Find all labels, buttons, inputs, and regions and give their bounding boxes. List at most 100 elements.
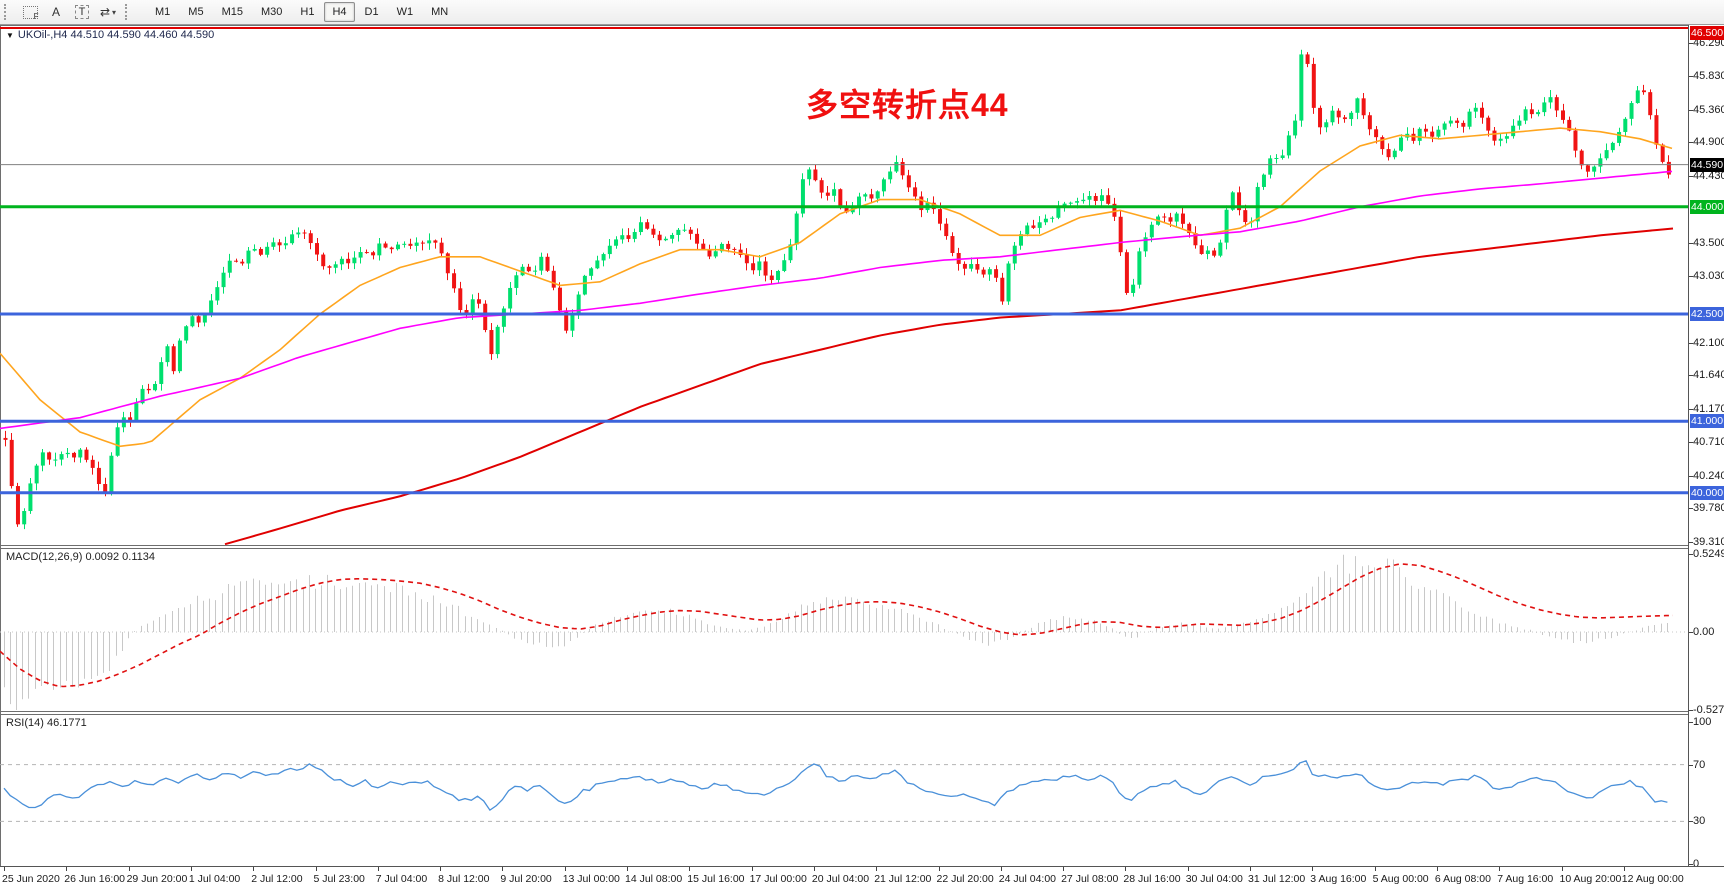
time-tick-label: 10 Aug 20:00 (1559, 873, 1622, 885)
time-tick-label: 9 Jul 20:00 (500, 873, 552, 885)
rsi-tick-label: 70 (1693, 758, 1706, 771)
time-tick-mark (1561, 867, 1563, 871)
toolbar: F A T ⇄ ▾ M1 M5 M15 M30 H1 H4 D1 W1 MN (0, 0, 1724, 25)
price-tick-label: 40.240 (1693, 469, 1724, 482)
timeframe-button-m30[interactable]: M30 (260, 6, 283, 18)
price-badge: 41.000 (1690, 414, 1724, 429)
price-badge: 44.000 (1690, 199, 1724, 214)
axis-tick-mark (1689, 508, 1693, 510)
main-candlestick-chart[interactable] (0, 25, 1688, 545)
time-tick-mark (689, 867, 691, 871)
timeframes-drag-grip[interactable] (125, 4, 132, 20)
rsi-line (3, 759, 1668, 812)
axis-tick-mark (1689, 722, 1693, 723)
time-tick-mark (190, 867, 192, 871)
time-tick-label: 15 Jul 16:00 (687, 873, 745, 885)
price-axis[interactable]: 46.290 45.830 45.360 44.900 44.430 43.500 43.0… (1688, 25, 1724, 870)
price-tick-label: 45.830 (1693, 69, 1724, 82)
price-tick-label: 39.780 (1693, 502, 1724, 515)
time-tick-label: 5 Jul 23:00 (313, 873, 365, 885)
axis-tick-mark (1689, 409, 1693, 411)
macd-tick-label: 0.5249 (1693, 548, 1724, 561)
price-badge: 40.000 (1690, 485, 1724, 500)
time-tick-mark (1000, 867, 1002, 871)
time-tick-mark (4, 867, 5, 871)
price-tick-label: 44.430 (1693, 170, 1724, 182)
time-tick-mark (876, 867, 878, 871)
price-tick-label: 39.310 (1693, 536, 1724, 549)
order-tools-icon[interactable]: ⇄ ▾ (99, 5, 117, 19)
toolbar-drag-grip[interactable] (4, 4, 11, 20)
time-tick-label: 1 Jul 04:00 (188, 873, 241, 885)
timeframe-button-h1[interactable]: H1 (300, 6, 315, 18)
time-tick-label: 14 Jul 08:00 (625, 873, 683, 885)
macd-indicator-panel[interactable] (0, 548, 1688, 711)
symbol-ohlc-label: ▼ UKOil-,H4 44.510 44.590 44.460 44.590 (6, 29, 214, 41)
time-tick-label: 29 Jun 20:00 (126, 873, 188, 885)
time-tick-label: 21 Jul 12:00 (874, 873, 932, 885)
axis-tick-mark (1689, 764, 1693, 766)
price-tick-label: 42.100 (1693, 336, 1724, 349)
dropdown-caret-icon[interactable]: ▾ (112, 7, 117, 17)
time-tick-label: 30 Jul 04:00 (1185, 873, 1243, 885)
axis-tick-mark (1689, 109, 1693, 111)
rsi-indicator-panel[interactable] (0, 714, 1688, 866)
timeframe-button-m15[interactable]: M15 (221, 6, 243, 18)
time-tick-mark (1499, 867, 1501, 871)
axis-tick-mark (1689, 242, 1693, 244)
time-tick-mark (938, 867, 940, 871)
macd-tick-label: 0.00 (1693, 626, 1715, 638)
price-tick-label: 45.360 (1693, 103, 1724, 116)
axis-tick-mark (1689, 475, 1693, 477)
time-tick-mark (1374, 867, 1376, 871)
chart-left-border (0, 25, 1, 891)
time-tick-label: 12 Aug 00:00 (1621, 873, 1684, 885)
time-tick-mark (751, 867, 753, 871)
axis-tick-mark (1689, 554, 1693, 556)
price-tick-label: 43.500 (1693, 236, 1724, 249)
time-tick-mark (502, 867, 504, 871)
timeframe-button-d1[interactable]: D1 (364, 6, 379, 18)
timeframe-button-m1[interactable]: M1 (155, 6, 171, 18)
timeframe-button-h4[interactable]: H4 (324, 2, 355, 22)
time-tick-label: 8 Jul 12:00 (438, 873, 490, 885)
timeframe-toolbar: M1 M5 M15 M30 H1 H4 D1 W1 MN (146, 2, 457, 22)
time-tick-mark (1063, 867, 1065, 871)
time-tick-mark (66, 867, 68, 871)
time-tick-mark (627, 867, 628, 871)
toolbar-icons: F A T ⇄ ▾ (17, 3, 121, 21)
time-tick-label: 22 Jul 20:00 (936, 873, 994, 885)
time-tick-label: 31 Jul 12:00 (1248, 873, 1306, 885)
text-tool-icon[interactable]: T (72, 3, 92, 21)
time-tick-label: 17 Jul 00:00 (749, 873, 807, 885)
time-tick-label: 5 Aug 00:00 (1372, 873, 1429, 885)
axis-tick-mark (1689, 441, 1693, 443)
time-tick-mark (377, 867, 379, 871)
chart-annotation-text: 多空转折点44 (806, 87, 1009, 123)
time-axis[interactable]: 25 Jun 2020 26 Jun 16:00 29 Jun 20:00 1 Jul… (0, 866, 1724, 891)
collapse-triangle-icon[interactable]: ▼ (6, 31, 14, 40)
timeframe-button-w1[interactable]: W1 (396, 6, 414, 18)
axis-tick-mark (1689, 710, 1693, 712)
timeframe-button-mn[interactable]: MN (431, 6, 449, 18)
time-tick-mark (1187, 867, 1189, 871)
time-tick-mark (1312, 867, 1314, 871)
rsi-top-border (0, 714, 1724, 715)
chart-top-border (0, 25, 1724, 26)
macd-rsi-separator[interactable] (0, 711, 1724, 712)
price-badge: 46.500 (1690, 26, 1724, 40)
font-label-icon[interactable]: A (51, 5, 60, 19)
macd-label: MACD(12,26,9) 0.0092 0.1134 (6, 551, 155, 563)
axis-tick-mark (1689, 375, 1693, 377)
time-tick-label: 3 Aug 16:00 (1310, 873, 1367, 885)
time-tick-label: 25 Jun 2020 (2, 873, 60, 885)
timeframe-button-m5[interactable]: M5 (188, 6, 204, 18)
time-tick-label: 27 Jul 08:00 (1061, 873, 1119, 885)
main-macd-separator[interactable] (0, 545, 1724, 546)
chart-properties-icon[interactable]: F (20, 3, 40, 21)
macd-signal-line (0, 563, 1674, 688)
rsi-tick-label: 30 (1693, 815, 1706, 828)
symbol-ohlc-text: UKOil-,H4 44.510 44.590 44.460 44.590 (17, 29, 215, 41)
axis-tick-mark (1689, 864, 1693, 865)
price-tick-label: 41.170 (1693, 403, 1724, 416)
